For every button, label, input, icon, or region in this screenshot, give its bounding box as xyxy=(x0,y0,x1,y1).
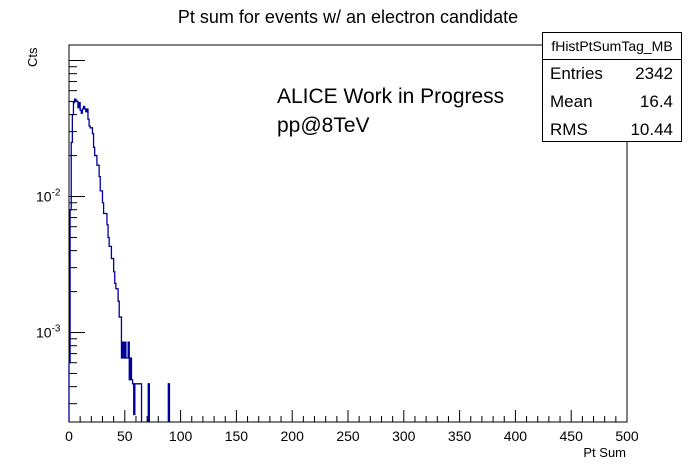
histogram-bin xyxy=(117,289,118,422)
histogram-bin xyxy=(98,165,99,422)
histogram-bin xyxy=(81,113,82,422)
histogram-bin xyxy=(78,108,79,422)
histogram-bin xyxy=(90,128,91,422)
histogram-bin xyxy=(79,103,80,422)
histogram-bin xyxy=(121,358,122,422)
x-tick-label: 450 xyxy=(560,428,584,444)
histogram-bin xyxy=(87,109,88,422)
histogram-bin xyxy=(73,103,74,422)
y-tick-label: 10-2 xyxy=(36,188,61,205)
histogram-bin xyxy=(97,165,98,422)
histogram-bin xyxy=(104,214,105,422)
x-tick-label: 250 xyxy=(336,428,360,444)
histogram-bin xyxy=(95,156,96,422)
x-axis-label: Pt Sum xyxy=(583,445,626,460)
x-tick-label: 150 xyxy=(225,428,249,444)
stats-key: RMS xyxy=(550,120,588,139)
stats-value: 10.44 xyxy=(630,120,673,139)
histogram-bins xyxy=(69,99,169,422)
histogram-bin xyxy=(96,156,97,422)
stats-value: 2342 xyxy=(635,64,673,83)
x-tick-label: 0 xyxy=(65,428,73,444)
x-tick-label: 350 xyxy=(448,428,472,444)
y-axis: 10-2 10-3 xyxy=(36,59,85,405)
histogram-bin xyxy=(107,225,108,422)
chart-title: Pt sum for events w/ an electron candida… xyxy=(178,7,518,27)
histogram-bin xyxy=(115,283,116,422)
histogram-bin xyxy=(101,191,102,422)
histogram-bin xyxy=(82,109,83,422)
histogram-bin xyxy=(113,259,114,422)
histogram-bin xyxy=(126,358,127,422)
histogram-bin xyxy=(102,203,103,422)
y-axis-label: Cts xyxy=(25,47,40,67)
x-tick-label: 100 xyxy=(169,428,193,444)
y-tick-label: 10-3 xyxy=(36,324,61,341)
histogram-bin xyxy=(86,112,87,422)
histogram-bin xyxy=(80,110,81,422)
histogram-bin xyxy=(139,384,140,422)
histogram-bin xyxy=(108,237,109,422)
stats-title: fHistPtSumTag_MB xyxy=(543,33,681,60)
histogram-bin xyxy=(105,214,106,422)
x-tick-label: 50 xyxy=(117,428,133,444)
histogram-bin xyxy=(119,317,120,422)
histogram-bin xyxy=(94,147,95,422)
histogram-bin xyxy=(127,358,128,422)
histogram-bin xyxy=(92,134,93,422)
histogram-bin xyxy=(138,384,139,422)
histogram-bin xyxy=(118,301,119,422)
histogram-bin xyxy=(99,177,100,422)
annotation-energy: pp@8TeV xyxy=(277,114,370,137)
stats-value: 16.4 xyxy=(639,92,673,111)
stats-row-entries: Entries 2342 xyxy=(543,60,681,88)
stats-row-rms: RMS 10.44 xyxy=(543,116,681,144)
stats-row-mean: Mean 16.4 xyxy=(543,88,681,116)
histogram-bin xyxy=(100,191,101,422)
stats-key: Entries xyxy=(550,64,603,83)
histogram-bin xyxy=(114,272,115,422)
stats-key: Mean xyxy=(550,92,593,111)
histogram-bin xyxy=(72,115,73,422)
x-tick-label: 300 xyxy=(392,428,416,444)
histogram-bin xyxy=(134,414,135,422)
histogram-bin xyxy=(111,259,112,422)
histogram-bin xyxy=(85,109,86,422)
x-axis: 0 50 100 150 200 250 300 350 400 450 500 xyxy=(65,410,639,444)
x-tick-label: 200 xyxy=(281,428,305,444)
histogram-bin xyxy=(116,289,117,422)
annotation-alice: ALICE Work in Progress xyxy=(277,85,505,108)
histogram-bin xyxy=(137,384,138,422)
histogram-bin xyxy=(129,380,130,422)
x-tick-label: 400 xyxy=(504,428,528,444)
histogram-bin xyxy=(91,128,92,422)
histogram-bin xyxy=(89,126,90,422)
stats-box: fHistPtSumTag_MB Entries 2342 Mean 16.4 … xyxy=(542,32,682,142)
histogram-bin xyxy=(109,246,110,422)
x-tick-label: 500 xyxy=(615,428,639,444)
histogram-bin xyxy=(106,214,107,422)
histogram-series-line xyxy=(68,98,171,422)
histogram-bin xyxy=(88,119,89,422)
histogram-bin xyxy=(131,380,132,422)
histogram-bin xyxy=(110,246,111,422)
histogram-bin xyxy=(84,106,85,422)
